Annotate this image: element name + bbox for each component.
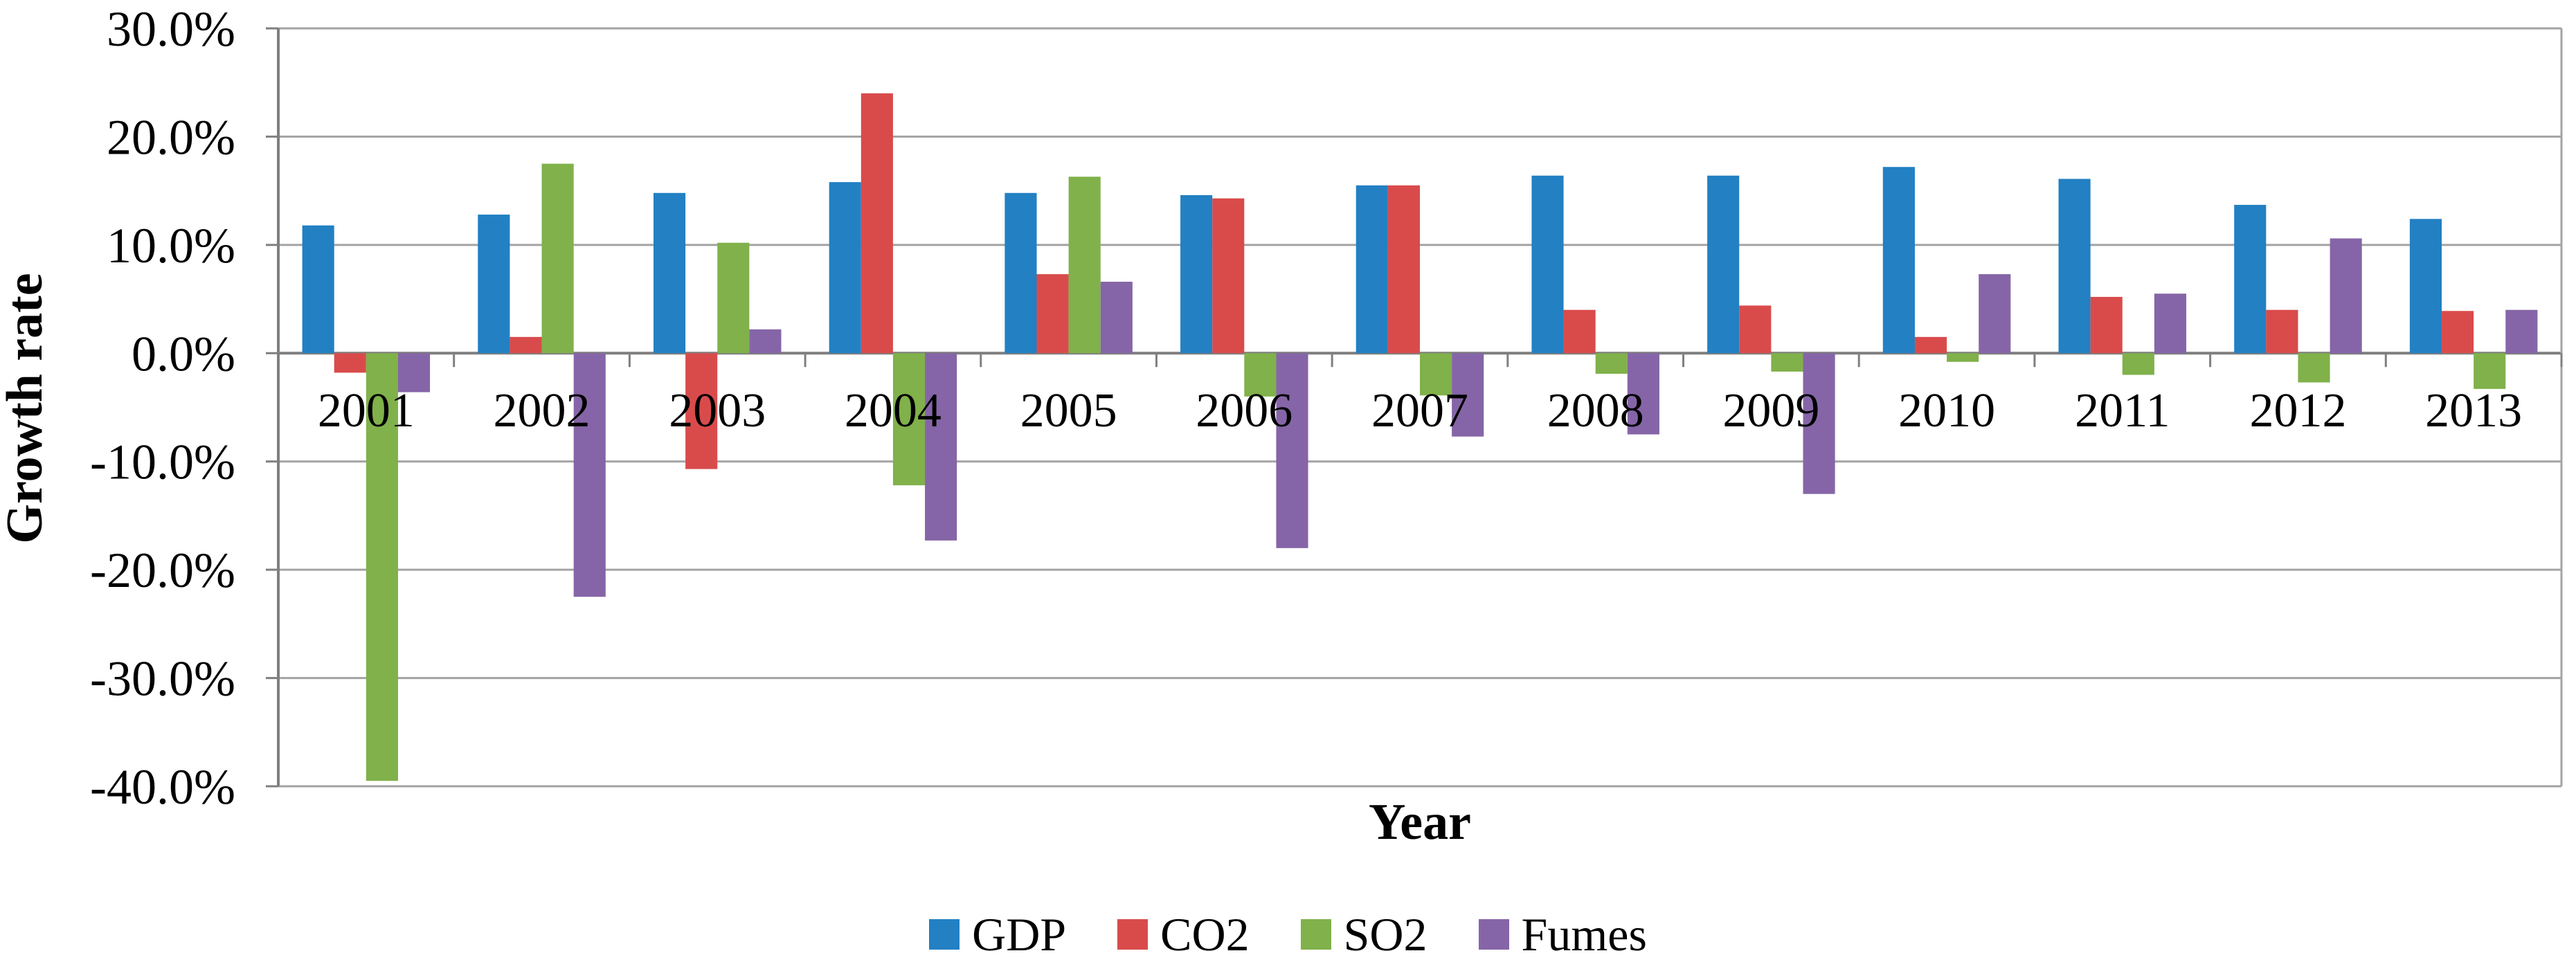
bar-Fumes-2006 [1276, 353, 1308, 548]
bar-SO2-2007 [1420, 353, 1452, 396]
bar-CO2-2009 [1739, 305, 1772, 354]
legend-marker-icon-SO2 [1300, 919, 1331, 950]
bar-GDP-2001 [302, 225, 334, 354]
legend-label-GDP: GDP [972, 908, 1067, 961]
bar-GDP-2009 [1707, 175, 1740, 354]
bar-SO2-2005 [1068, 176, 1101, 354]
bar-GDP-2007 [1355, 185, 1388, 354]
y-tick-label-10: 10.0% [107, 218, 235, 273]
bar-Fumes-2007 [1452, 353, 1484, 437]
legend-label-CO2: CO2 [1160, 908, 1250, 961]
legend-marker-icon-CO2 [1117, 919, 1149, 950]
bar-Fumes-2010 [1979, 274, 2011, 354]
x-category-label-2008: 2008 [1547, 384, 1644, 437]
bar-series [302, 93, 2538, 781]
y-tick-label-30: 30.0% [107, 1, 235, 57]
bar-SO2-2003 [717, 242, 750, 354]
bar-GDP-2004 [829, 182, 861, 354]
bar-GDP-2010 [1882, 167, 1915, 354]
legend-marker-icon-GDP [929, 919, 960, 950]
legend-label-Fumes: Fumes [1521, 908, 1647, 961]
bar-CO2-2011 [2090, 296, 2123, 354]
x-category-label-2010: 2010 [1898, 384, 1995, 437]
bar-CO2-2004 [861, 93, 893, 354]
bar-Fumes-2009 [1803, 353, 1835, 494]
x-category-label-2009: 2009 [1722, 384, 1819, 437]
bar-SO2-2004 [892, 353, 926, 486]
x-category-label-2011: 2011 [2075, 384, 2170, 437]
legend-label-SO2: SO2 [1343, 908, 1427, 961]
axis-labels: 30.0% 20.0% 10.0% 0.0% -10.0% -20.0% -30.0% -40… [90, 1, 2522, 815]
bar-GDP-2006 [1180, 194, 1213, 354]
series-Fumes [397, 238, 2538, 597]
bar-SO2-2009 [1771, 353, 1803, 372]
x-category-label-2003: 2003 [669, 384, 766, 437]
bar-SO2-2013 [2474, 353, 2506, 389]
y-tick-label--10: -10.0% [90, 435, 235, 490]
legend-marker-icon-Fumes [1478, 919, 1509, 950]
bar-SO2-2010 [1947, 353, 1979, 362]
bar-GDP-2005 [1005, 192, 1037, 354]
bar-CO2-2006 [1212, 198, 1245, 354]
y-tick-label-20: 20.0% [107, 109, 235, 165]
bar-CO2-2008 [1563, 309, 1596, 354]
legend-item-CO2: CO2 [1117, 908, 1250, 961]
bar-Fumes-2011 [2154, 293, 2187, 354]
x-category-label-2001: 2001 [318, 384, 415, 437]
bar-SO2-2011 [2122, 353, 2154, 375]
bar-CO2-2002 [510, 336, 542, 354]
x-category-label-2007: 2007 [1371, 384, 1468, 437]
bar-SO2-2002 [541, 163, 574, 354]
x-category-label-2006: 2006 [1196, 384, 1292, 437]
bar-GDP-2002 [478, 215, 510, 354]
x-category-label-2005: 2005 [1020, 384, 1117, 437]
bar-GDP-2011 [2058, 179, 2091, 354]
bar-Fumes-2012 [2330, 238, 2362, 354]
y-tick-label-0: 0.0% [132, 326, 235, 381]
bar-CO2-2003 [685, 353, 718, 469]
y-tick-label--30: -30.0% [90, 651, 235, 707]
bar-CO2-2013 [2442, 311, 2474, 354]
y-tick-label--40: -40.0% [90, 759, 235, 815]
y-tick-label--20: -20.0% [90, 543, 235, 598]
bar-CO2-2001 [334, 353, 366, 373]
x-category-label-2002: 2002 [494, 384, 591, 437]
bar-GDP-2003 [653, 192, 686, 354]
bar-SO2-2012 [2298, 353, 2330, 383]
bar-Fumes-2001 [397, 353, 431, 392]
x-axis-title: Year [1369, 794, 1471, 851]
bar-Fumes-2013 [2505, 309, 2538, 354]
bar-Fumes-2004 [925, 353, 957, 541]
x-category-label-2004: 2004 [845, 384, 942, 437]
y-axis-title: Growth rate [0, 273, 53, 543]
bar-CO2-2012 [2266, 309, 2298, 354]
legend-item-Fumes: Fumes [1478, 908, 1647, 961]
bar-GDP-2008 [1531, 175, 1564, 354]
series-CO2 [334, 93, 2474, 469]
bar-Fumes-2002 [573, 353, 606, 597]
x-category-label-2013: 2013 [2425, 384, 2522, 437]
x-category-label-2012: 2012 [2249, 384, 2346, 437]
legend-item-GDP: GDP [929, 911, 1066, 958]
bar-SO2-2008 [1595, 353, 1628, 374]
bar-Fumes-2005 [1100, 282, 1133, 354]
bar-Fumes-2003 [749, 329, 782, 354]
legend-item-SO2: SO2 [1300, 908, 1427, 961]
bar-SO2-2001 [366, 353, 398, 781]
bar-Fumes-2008 [1627, 353, 1659, 435]
legend: GDP CO2 SO2 Fumes [0, 911, 2576, 958]
bar-GDP-2013 [2409, 219, 2442, 354]
series-GDP [302, 167, 2442, 354]
bar-CO2-2007 [1387, 185, 1420, 354]
bar-GDP-2012 [2234, 204, 2267, 354]
bar-CO2-2010 [1914, 336, 1947, 354]
axis-ticks [266, 27, 2563, 788]
bar-CO2-2005 [1036, 274, 1069, 354]
bar-SO2-2006 [1244, 353, 1277, 397]
series-SO2 [366, 163, 2506, 781]
